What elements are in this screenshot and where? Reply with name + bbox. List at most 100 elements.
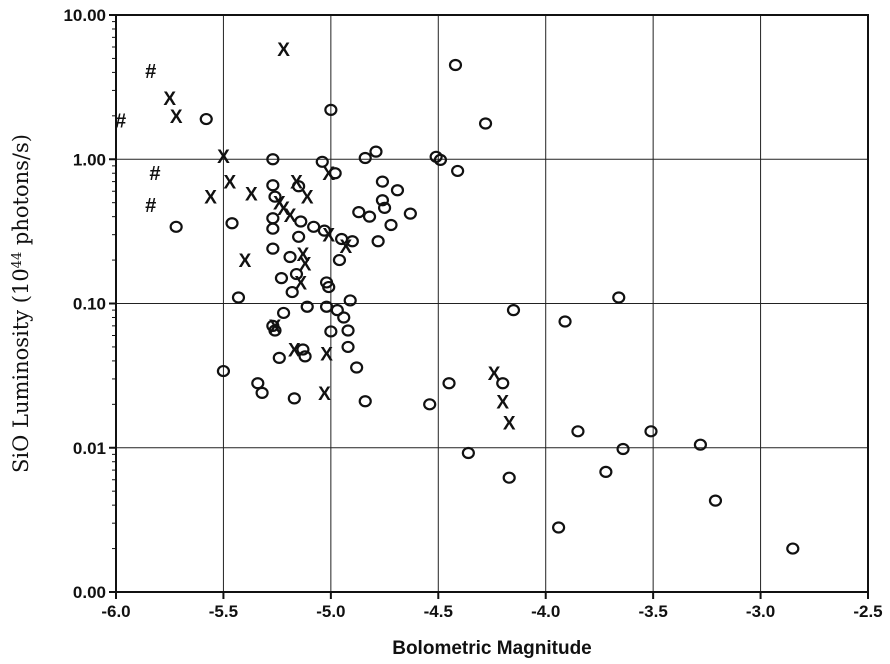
x-point: X	[297, 245, 310, 266]
x-point: X	[284, 206, 297, 227]
circle-point	[371, 235, 385, 248]
circle-point	[693, 438, 708, 451]
x-point: X	[163, 89, 176, 110]
circle-point	[708, 494, 723, 507]
circle-point	[276, 306, 291, 320]
circle-point	[285, 285, 299, 299]
x-point: X	[277, 40, 290, 61]
circle-point	[255, 386, 269, 400]
circle-point	[384, 218, 398, 232]
circle-point	[496, 377, 510, 390]
x-point: X	[318, 384, 331, 405]
circle-point	[296, 343, 310, 356]
x-point: X	[245, 184, 258, 205]
circle-point	[571, 425, 585, 438]
x-point: X	[269, 317, 282, 338]
circle-point	[266, 153, 280, 166]
circle-point	[448, 58, 463, 72]
x-tick-label: -3.5	[638, 602, 667, 621]
circle-point	[362, 210, 377, 223]
x-tick-label: -2.5	[853, 602, 882, 621]
x-point: X	[488, 364, 501, 385]
circle-point	[317, 224, 332, 237]
x-point: X	[288, 340, 301, 361]
x-point: X	[322, 164, 335, 185]
circle-point	[341, 324, 355, 337]
circle-point	[231, 291, 246, 304]
circle-point	[502, 471, 516, 484]
circle-point	[225, 217, 239, 230]
circle-point	[315, 155, 329, 168]
x-tick-label: -4.0	[531, 602, 560, 621]
grid-lines	[116, 15, 868, 592]
hash-point: #	[145, 195, 157, 217]
circle-point	[558, 315, 572, 328]
x-point: X	[204, 188, 217, 209]
x-point: X	[503, 413, 516, 434]
circle-point	[298, 350, 312, 363]
circle-point	[451, 164, 465, 178]
y-axis-title-tail: photons/s)	[9, 134, 33, 252]
circle-point	[274, 271, 289, 285]
x-point: X	[340, 237, 353, 258]
circle-point	[369, 145, 383, 158]
circle-point	[350, 361, 364, 374]
x-axis-title: Bolometric Magnitude	[392, 638, 592, 659]
circle-point	[294, 215, 308, 228]
circle-point	[345, 235, 359, 248]
x-point: X	[273, 194, 286, 215]
circle-point	[461, 446, 475, 460]
circle-point	[423, 398, 437, 411]
hash-point: #	[145, 61, 157, 83]
circle-point	[169, 220, 183, 233]
circle-point	[292, 180, 306, 193]
hash-point: #	[115, 111, 127, 133]
circle-point	[287, 392, 301, 405]
x-point: X	[217, 147, 230, 168]
circle-point	[375, 175, 390, 188]
circle-point	[266, 242, 280, 255]
y-axis-title-exponent: 44	[10, 252, 25, 269]
hash-point: #	[149, 163, 161, 185]
x-point: X	[294, 273, 307, 294]
y-tick-label: 0.00	[73, 583, 106, 602]
circle-point	[352, 206, 366, 219]
circle-point	[324, 325, 338, 338]
circle-point	[330, 304, 344, 317]
circle-point	[251, 377, 265, 390]
x-point: X	[170, 107, 183, 128]
y-axis-ticks: 0.00 0.01 0.10 1.00 10.00	[63, 6, 116, 602]
x-point: X	[290, 173, 303, 194]
circle-point	[268, 190, 282, 203]
circle-point	[612, 291, 626, 304]
circle-point	[289, 267, 304, 281]
circle-point	[442, 377, 456, 390]
circle-point	[199, 112, 213, 126]
x-point: X	[239, 251, 252, 272]
circle-point	[358, 395, 372, 408]
x-tick-label: -6.0	[101, 602, 130, 621]
circle-point	[268, 324, 282, 337]
circle-point	[433, 153, 448, 166]
x-tick-label: -4.5	[424, 602, 453, 621]
x-point: X	[496, 392, 509, 413]
circle-point	[266, 179, 280, 192]
x-point: X	[277, 199, 290, 220]
x-tick-label: -5.0	[316, 602, 345, 621]
x-tick-label: -3.0	[746, 602, 775, 621]
circle-point	[307, 220, 321, 233]
circle-point	[322, 280, 336, 294]
y-tick-label: 0.10	[73, 295, 106, 314]
circle-point	[292, 230, 306, 243]
x-axis-ticks: -6.0 -5.5 -5.0 -4.5 -4.0 -3.5 -3.0 -2.5	[101, 592, 883, 621]
circle-point	[786, 542, 800, 555]
circle-point	[337, 311, 351, 324]
y-tick-label: 0.01	[73, 439, 106, 458]
circle-point	[300, 300, 314, 313]
circle-point	[216, 364, 231, 378]
circle-point	[328, 167, 342, 180]
x-point: X	[320, 345, 333, 366]
circle-point	[341, 340, 355, 354]
